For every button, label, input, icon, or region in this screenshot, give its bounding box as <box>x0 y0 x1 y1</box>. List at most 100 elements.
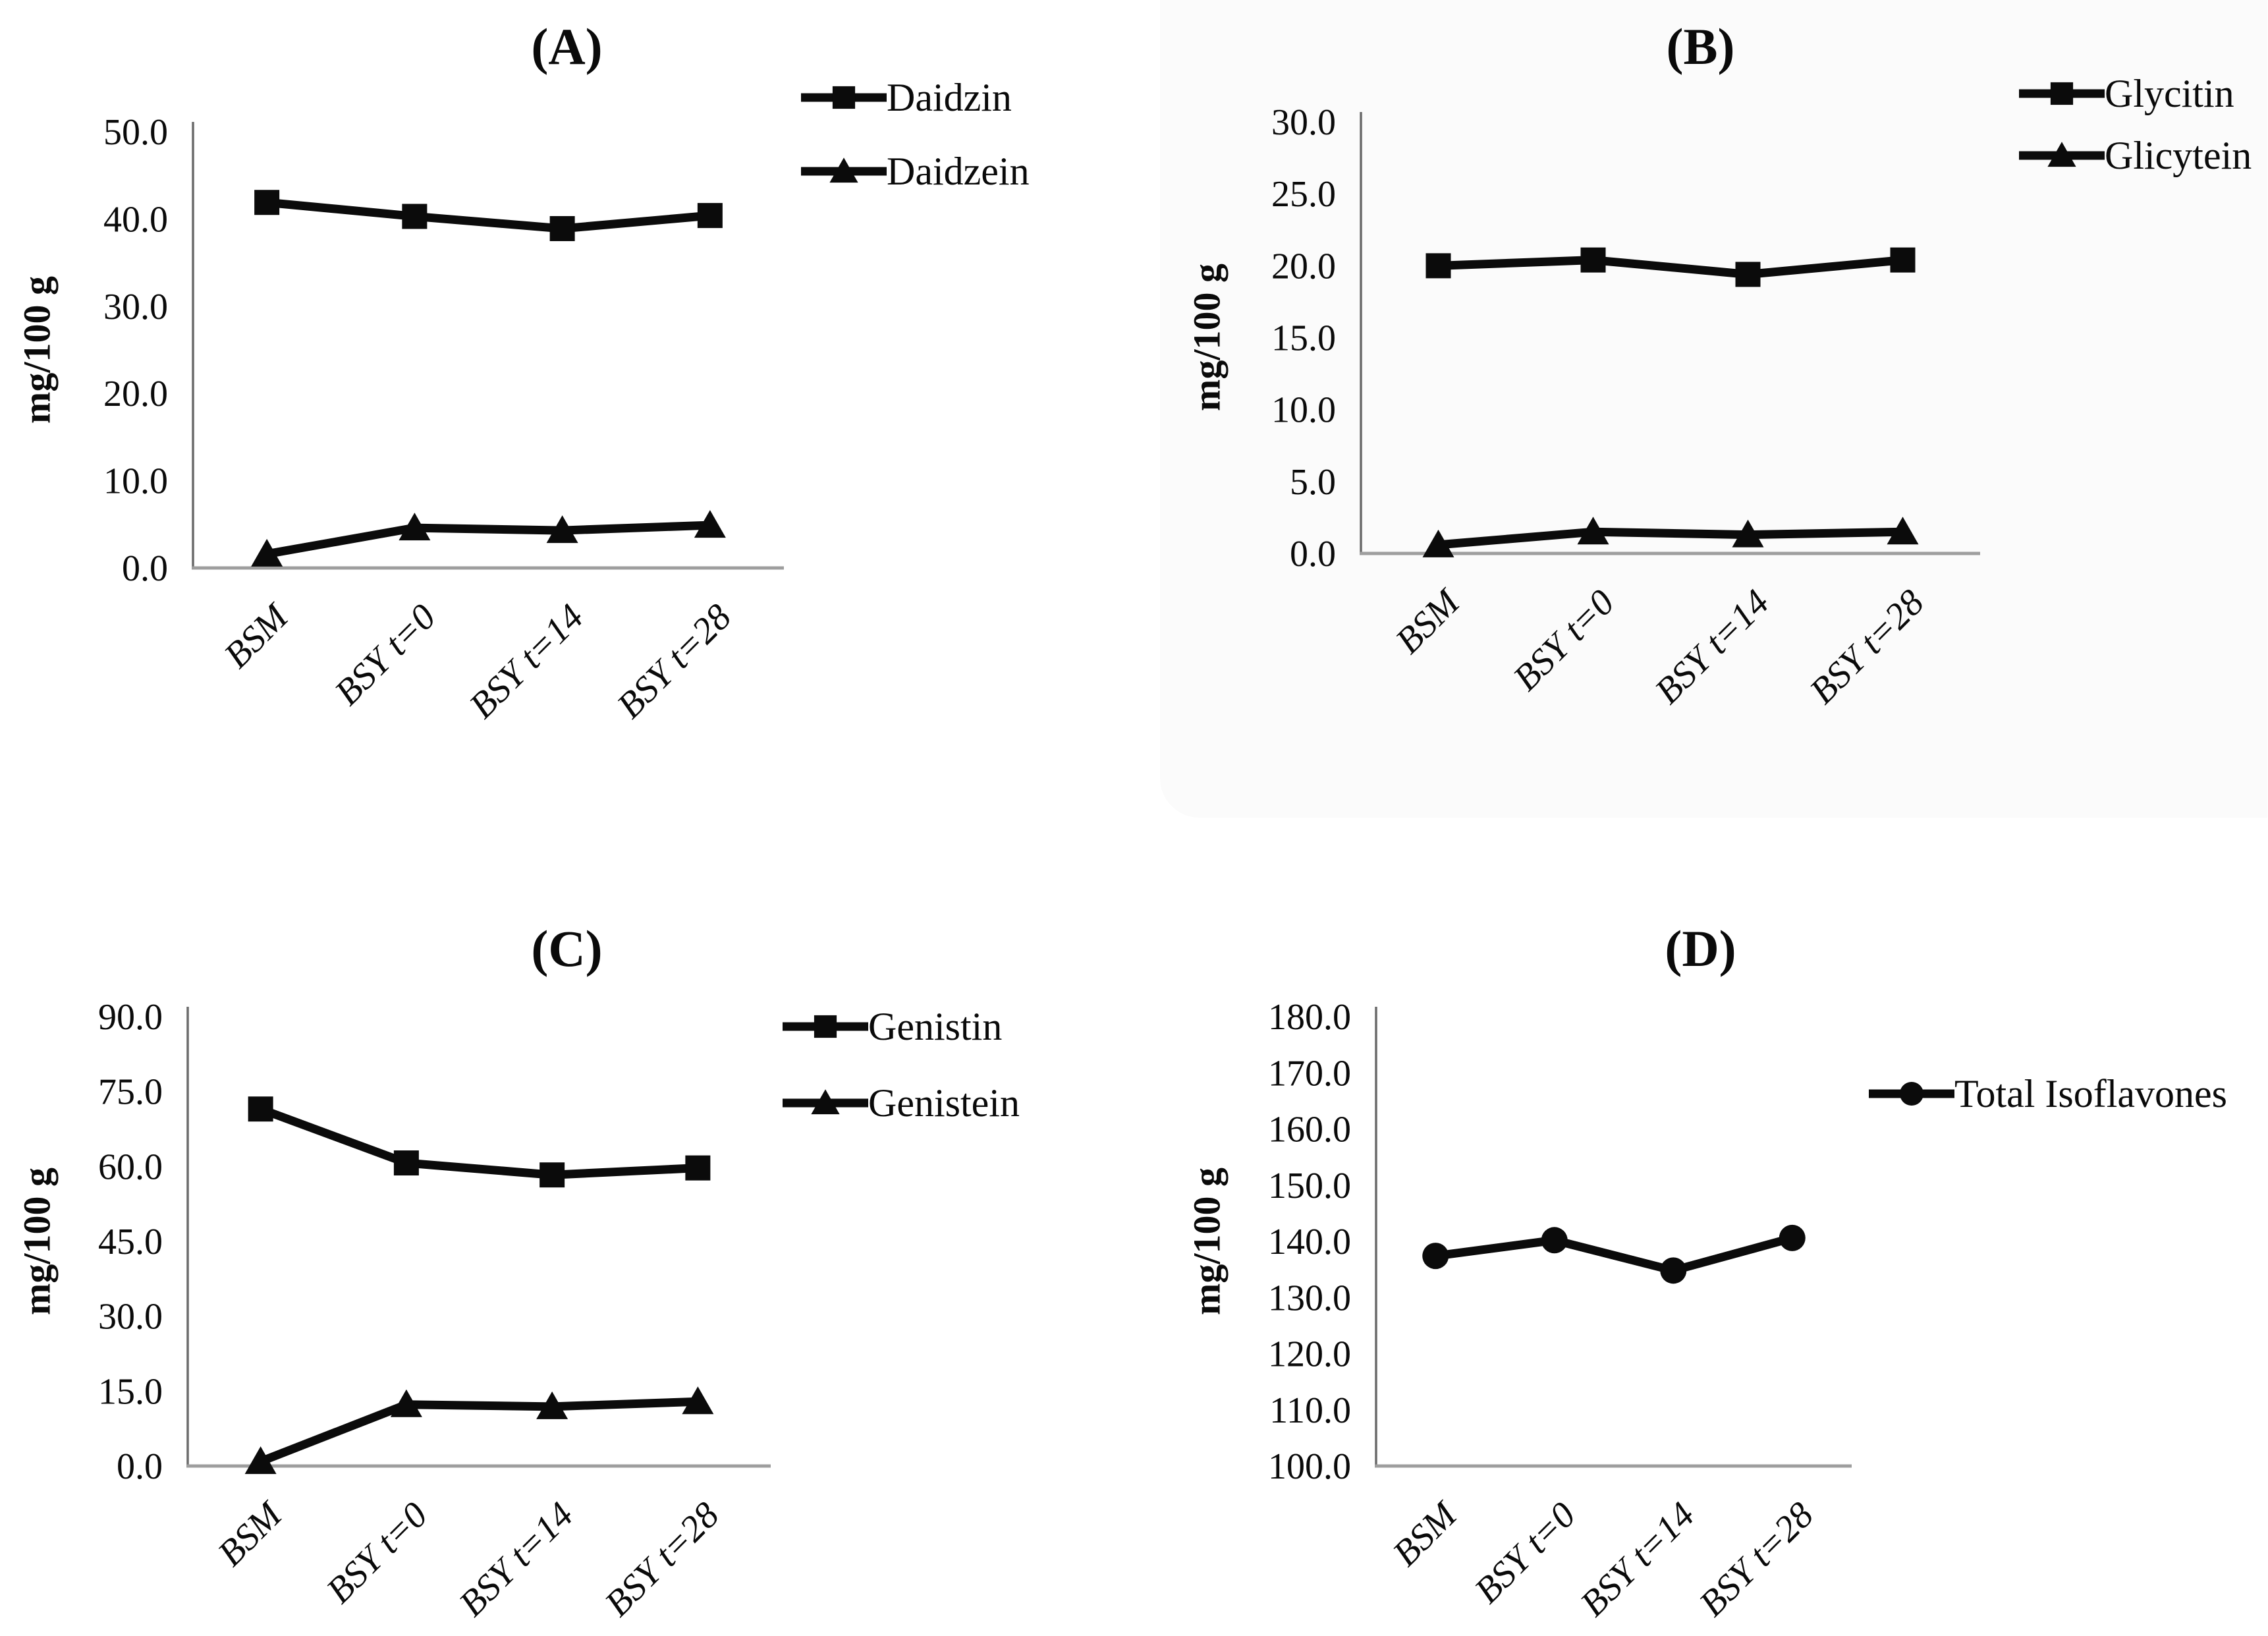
y-tick-label: 25.0 <box>1271 174 1336 215</box>
legend-marker-glyph <box>1869 1082 1954 1106</box>
y-tick-label: 130.0 <box>1268 1278 1351 1318</box>
triangle-marker-icon <box>536 1391 568 1419</box>
y-tick-label: 60.0 <box>98 1146 163 1187</box>
square-marker-icon <box>1735 262 1761 287</box>
square-marker-icon <box>697 203 723 229</box>
legend-label: Daidzin <box>887 75 1012 119</box>
triangle-marker-icon <box>829 157 858 183</box>
x-category-label: BSY t=0 <box>319 1494 435 1611</box>
legend-item-glicytein: Glicytein <box>2019 132 2252 179</box>
series-daidzein-line <box>265 521 711 559</box>
square-marker-icon <box>248 1096 273 1122</box>
circle-marker-icon <box>1779 1224 1806 1251</box>
y-tick-label: 10.0 <box>103 461 168 502</box>
panel-a: (A) mg/100 g 0.0 10.0 20.0 30.0 40.0 50.0 BSM B… <box>0 0 1134 818</box>
x-category-label: BSY t=28 <box>1692 1494 1821 1624</box>
y-tick-label: 30.0 <box>103 287 168 327</box>
legend-item-daidzin: Daidzin <box>801 74 1012 121</box>
legend-marker-glyph <box>2019 142 2105 167</box>
x-category-label: BSY t=0 <box>1467 1494 1584 1611</box>
triangle-marker-icon <box>390 1389 422 1417</box>
x-category-label: BSY t=14 <box>451 1494 581 1624</box>
series-total-isoflavones-line <box>1435 1233 1794 1276</box>
triangle-marker-icon <box>1887 517 1919 545</box>
series-daidzin-line <box>266 198 711 233</box>
triangle-marker-icon <box>1422 529 1454 557</box>
y-tick-label: 170.0 <box>1268 1053 1351 1094</box>
circle-marker-icon <box>1900 1082 1923 1106</box>
square-marker-icon <box>801 74 887 121</box>
chart-d-svg: 100.0 110.0 120.0 130.0 140.0 150.0 160.0 170.0… <box>1268 997 1852 1624</box>
legend-label: Glicytein <box>2105 133 2252 177</box>
square-marker-icon <box>1890 247 1916 273</box>
triangle-marker-icon <box>801 148 887 194</box>
panel-d: (D) mg/100 g 100.0 110.0 120.0 130.0 140.0 15… <box>1134 818 2267 1635</box>
triangle-marker-icon <box>783 1080 868 1126</box>
y-tick-label: 5.0 <box>1290 462 1336 503</box>
circle-marker-icon <box>1869 1071 1954 1117</box>
triangle-marker-icon <box>1577 517 1609 545</box>
triangle-marker-icon <box>694 510 726 538</box>
square-marker-icon <box>832 86 856 109</box>
series-genistin-line <box>259 1105 698 1179</box>
y-tick-label: 30.0 <box>98 1297 163 1338</box>
triangle-marker-icon <box>399 513 431 541</box>
y-tick-label: 0.0 <box>122 548 168 589</box>
circle-marker-icon <box>1422 1243 1449 1270</box>
legend-marker-glyph <box>2019 82 2105 105</box>
x-category-label: BSM <box>210 1493 291 1574</box>
panel-b-background <box>1160 0 2267 818</box>
panel-b: (B) mg/100 g 0.0 5.0 10.0 15.0 20.0 25.0 30.0 B… <box>1134 0 2267 818</box>
y-tick-label: 120.0 <box>1268 1334 1351 1375</box>
triangle-marker-icon <box>811 1089 840 1115</box>
x-category-label: BSM <box>217 595 298 676</box>
legend-marker-glyph <box>801 157 887 183</box>
series-glicytein-line <box>1437 527 1903 550</box>
x-category-label: BSY t=0 <box>1505 582 1622 698</box>
square-marker-icon <box>685 1155 711 1181</box>
y-tick-label: 180.0 <box>1268 997 1351 1038</box>
legend-item-daidzein: Daidzein <box>801 148 1030 194</box>
square-marker-icon <box>814 1015 837 1038</box>
y-tick-label: 15.0 <box>1271 318 1336 359</box>
y-tick-label: 150.0 <box>1268 1166 1351 1206</box>
x-category-label: BSY t=28 <box>609 596 739 726</box>
legend-label: Genistein <box>868 1081 1020 1125</box>
square-marker-icon <box>2050 82 2074 105</box>
series-glycitin-line <box>1438 256 1904 279</box>
legend-marker-glyph <box>783 1015 868 1038</box>
square-marker-icon <box>393 1150 419 1176</box>
square-marker-icon <box>1425 253 1451 279</box>
legend-label: Genistin <box>868 1004 1003 1048</box>
triangle-marker-icon <box>682 1386 714 1415</box>
legend-label: Total Isoflavones <box>1954 1071 2228 1115</box>
legend-item-glycitin: Glycitin <box>2019 71 2234 117</box>
y-tick-label: 50.0 <box>103 112 168 153</box>
y-tick-label: 30.0 <box>1271 102 1336 143</box>
panel-c: (C) mg/100 g 0.0 15.0 30.0 45.0 60.0 75.0 90.0… <box>0 818 1134 1635</box>
square-marker-icon <box>402 204 428 229</box>
square-marker-icon <box>1580 247 1606 273</box>
y-tick-label: 20.0 <box>1271 246 1336 287</box>
y-tick-label: 40.0 <box>103 199 168 240</box>
legend-item-total-isoflavones: Total Isoflavones <box>1869 1071 2227 1117</box>
x-category-label: BSY t=14 <box>462 596 592 726</box>
square-marker-icon <box>783 1003 868 1050</box>
legend-item-genistin: Genistin <box>783 1003 1002 1050</box>
triangle-marker-icon <box>2047 142 2076 167</box>
y-tick-label: 0.0 <box>1290 534 1336 575</box>
y-tick-label: 90.0 <box>98 997 163 1038</box>
circle-marker-icon <box>1541 1227 1568 1254</box>
panel-a-title: (A) <box>531 18 603 75</box>
chart-a-svg: 0.0 10.0 20.0 30.0 40.0 50.0 BSM BSY t=0 BSY t=1… <box>103 112 784 726</box>
y-tick-label: 45.0 <box>98 1222 163 1262</box>
y-tick-label: 10.0 <box>1271 390 1336 431</box>
triangle-marker-icon <box>546 515 578 544</box>
x-category-label: BSY t=28 <box>1802 582 1932 712</box>
square-marker-icon <box>539 1162 565 1188</box>
square-marker-icon <box>549 215 575 241</box>
y-tick-label: 75.0 <box>98 1072 163 1113</box>
